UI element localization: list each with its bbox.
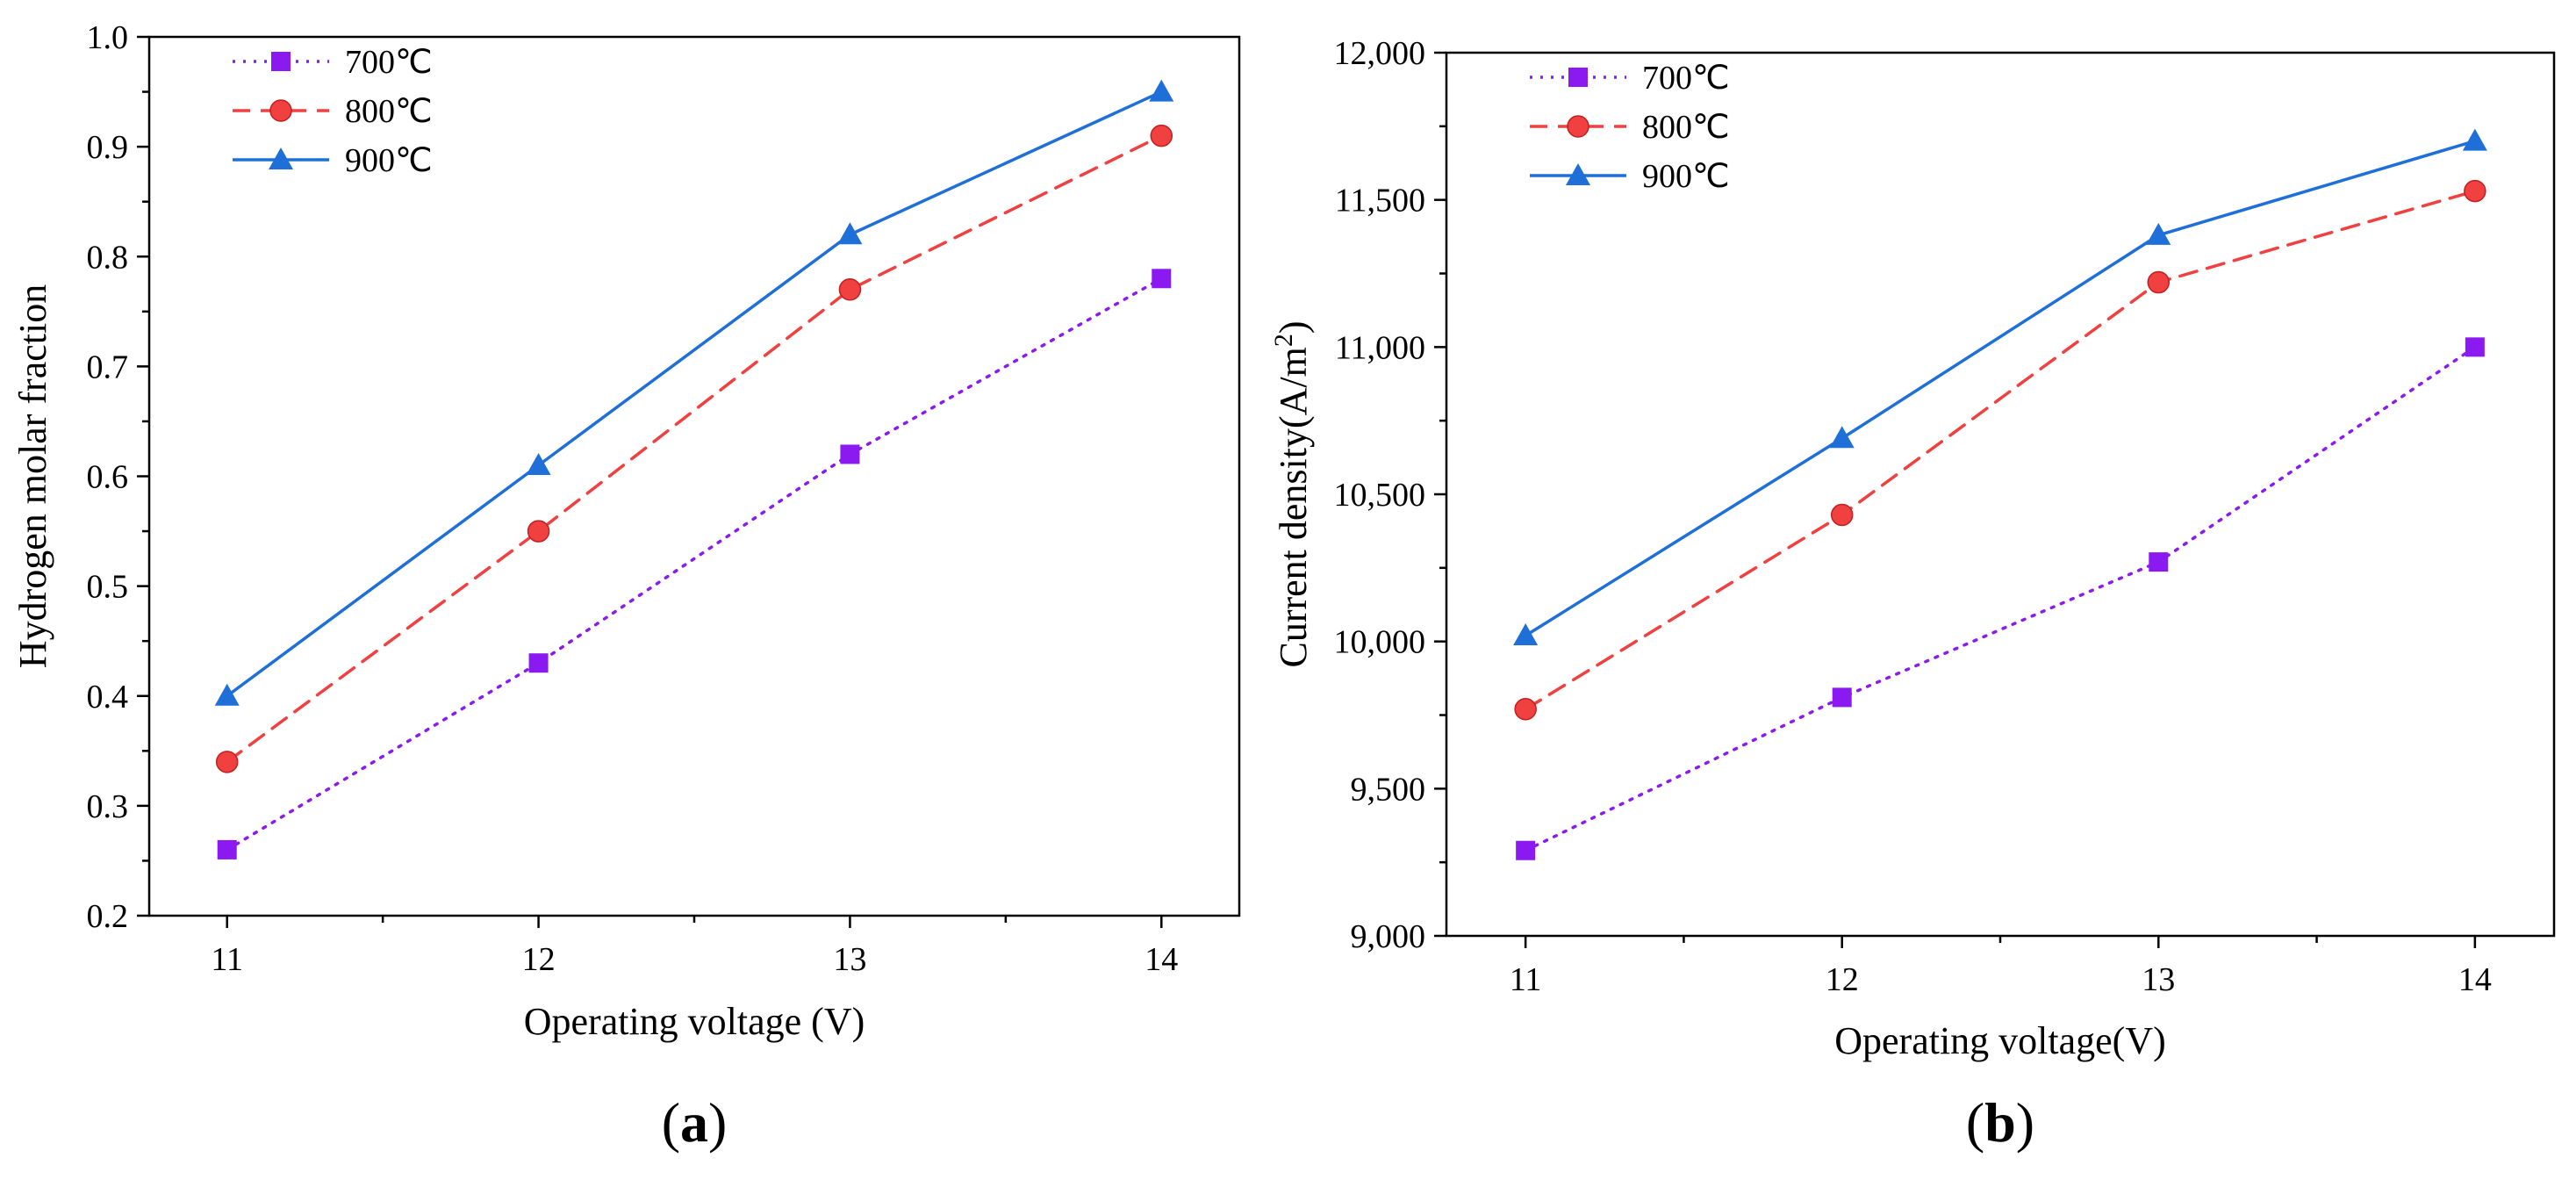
- y-tick-label: 0.4: [87, 679, 129, 716]
- x-tick-label: 11: [1510, 961, 1542, 998]
- series-0: [1516, 337, 2485, 860]
- series-line: [1524, 139, 2477, 637]
- x-tick-label: 14: [2458, 961, 2492, 998]
- data-point: [214, 683, 240, 706]
- y-tick-label: 9,000: [1351, 918, 1426, 955]
- data-point: [526, 452, 551, 475]
- y-tick-label: 0.3: [87, 788, 129, 825]
- series-line: [225, 277, 1164, 852]
- series-2: [1513, 128, 2487, 645]
- y-tick-label: 1.0: [87, 19, 129, 56]
- legend-marker: [269, 99, 292, 122]
- x-tick-label: 13: [833, 941, 866, 978]
- plot-frame: [147, 35, 1241, 917]
- y-tick-label: 0.2: [87, 898, 129, 935]
- data-point: [528, 653, 549, 673]
- series-line: [1524, 345, 2477, 852]
- y-axis-title: Hydrogen molar fraction: [11, 284, 54, 668]
- y-tick-label: 10,500: [1334, 477, 1426, 514]
- data-point: [2462, 128, 2487, 151]
- panel-label: (a): [662, 1091, 728, 1154]
- x-tick-label: 12: [1826, 961, 1859, 998]
- legend-marker: [271, 52, 291, 71]
- series-2: [214, 79, 1174, 706]
- y-tick-label: 0.5: [87, 569, 129, 606]
- data-point: [1830, 503, 1854, 527]
- y-tick-label: 0.9: [87, 129, 129, 166]
- y-tick-label: 9,500: [1351, 771, 1426, 808]
- data-point: [840, 444, 860, 464]
- data-point: [215, 751, 239, 773]
- panel-label: (b): [1966, 1091, 2034, 1154]
- legend: 700℃ 800℃ 900℃: [233, 44, 433, 179]
- y-tick-label: 0.6: [87, 459, 129, 496]
- data-point: [837, 222, 863, 245]
- legend-marker: [1568, 68, 1588, 87]
- data-point: [1149, 79, 1174, 102]
- series-1: [215, 124, 1173, 773]
- legend-marker: [1566, 163, 1590, 185]
- data-point: [838, 278, 862, 301]
- data-point: [1516, 840, 1536, 860]
- y-tick-label: 11,000: [1335, 329, 1425, 366]
- legend-marker: [269, 147, 293, 169]
- data-point: [217, 839, 237, 859]
- data-point: [1150, 124, 1173, 147]
- data-point: [527, 520, 550, 543]
- series-line: [225, 90, 1164, 698]
- series-line: [225, 133, 1164, 764]
- data-point: [2147, 270, 2171, 294]
- y-tick-label: 11,500: [1335, 183, 1425, 219]
- y-axis-title: Current density(A/m2): [1269, 320, 1316, 667]
- series-1: [1514, 179, 2486, 721]
- series-0: [217, 269, 1172, 859]
- data-point: [1832, 687, 1852, 708]
- x-tick-label: 14: [1144, 941, 1178, 978]
- x-tick-label: 11: [211, 941, 243, 978]
- data-point: [2464, 179, 2486, 203]
- legend-label: 700℃: [1642, 60, 1730, 97]
- data-point: [2465, 337, 2485, 357]
- panel-a: 0.2 0.3 0.4 0.5 0.6 0.7 0.8 0.9 1.0 11 12 13 14 Opera…: [11, 19, 1241, 1154]
- data-point: [2149, 552, 2169, 572]
- y-tick-label: 12,000: [1334, 35, 1426, 72]
- legend-marker: [1567, 115, 1589, 138]
- y-tick-label: 10,000: [1334, 624, 1426, 661]
- x-axis-title: Operating voltage(V): [1834, 1019, 2166, 1062]
- legend-label: 800℃: [345, 93, 433, 130]
- x-tick-label: 13: [2142, 961, 2175, 998]
- x-axis-title: Operating voltage (V): [524, 1000, 865, 1043]
- data-point: [1514, 698, 1537, 721]
- y-tick-label: 0.8: [87, 239, 129, 276]
- legend-label: 800℃: [1642, 109, 1730, 146]
- data-point: [1829, 426, 1855, 449]
- panel-b: 9,000 9,500 10,000 10,500 11,000 11,500 12,000…: [1269, 35, 2556, 1154]
- x-tick-label: 12: [522, 941, 556, 978]
- series-line: [1524, 189, 2477, 711]
- legend-label: 900℃: [345, 142, 433, 179]
- legend-label: 900℃: [1642, 158, 1730, 195]
- data-point: [2146, 222, 2171, 245]
- legend-label: 700℃: [345, 44, 433, 81]
- data-point: [1513, 622, 1539, 645]
- y-tick-label: 0.7: [87, 349, 129, 385]
- legend: 700℃ 800℃ 900℃: [1530, 60, 1730, 195]
- plot-frame: [1445, 51, 2556, 938]
- data-point: [1152, 269, 1172, 289]
